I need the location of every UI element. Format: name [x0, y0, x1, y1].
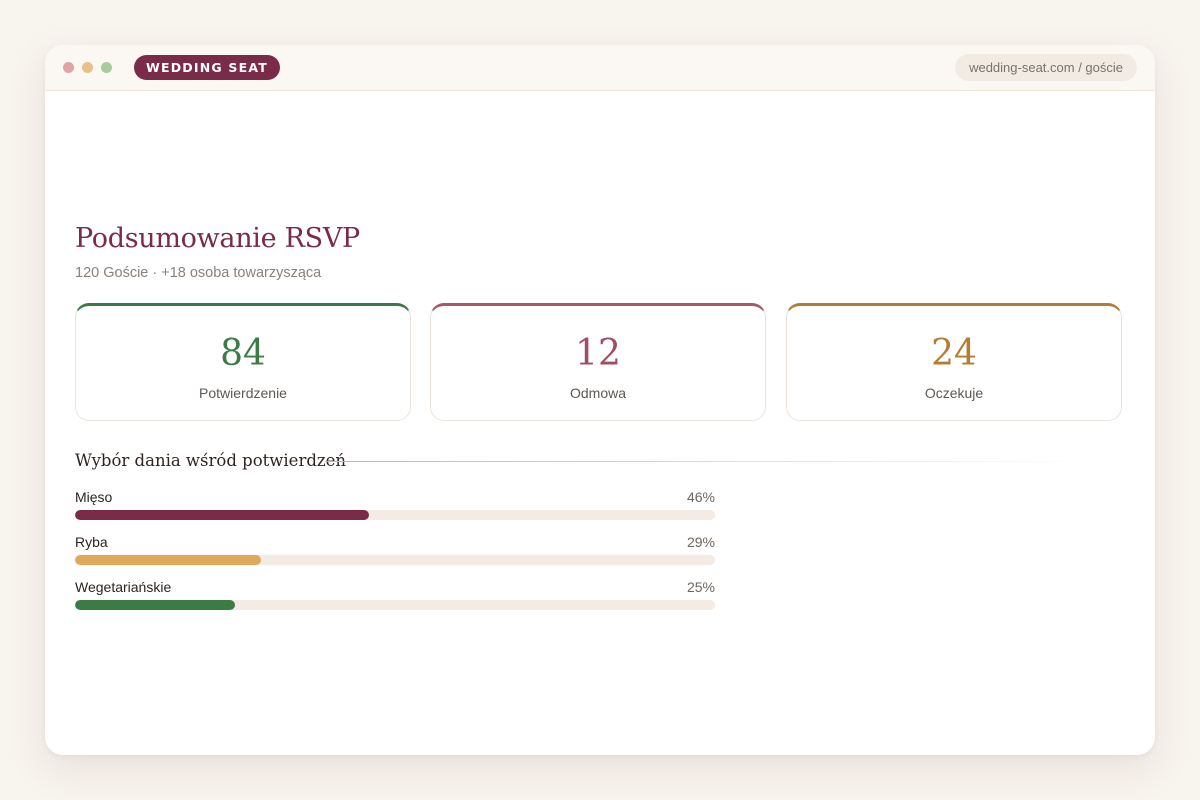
page-title: Podsumowanie RSVP — [75, 223, 360, 254]
confirmed-card: 84 Potwierdzenie — [75, 303, 411, 421]
meal-progress-fill — [75, 600, 235, 610]
meal-percent: 29% — [686, 534, 715, 550]
confirmed-label: Potwierdzenie — [199, 385, 287, 401]
meal-progress-track — [75, 555, 715, 565]
declined-count: 12 — [575, 333, 621, 374]
meal-row-meat: Mięso 46% — [75, 489, 715, 529]
meal-percent: 46% — [686, 489, 715, 505]
section-divider — [325, 461, 1085, 462]
meal-progress-track — [75, 510, 715, 520]
pending-count: 24 — [931, 333, 977, 374]
guest-count-subtitle: 120 Goście · +18 osoba towarzysząca — [75, 265, 322, 281]
meal-choice-heading: Wybór dania wśród potwierdzeń — [75, 451, 346, 470]
title-bar: WEDDING SEAT wedding-seat.com / goście — [45, 45, 1155, 91]
confirmed-count: 84 — [220, 333, 266, 374]
pending-card: 24 Oczekuje — [786, 303, 1122, 421]
meal-name: Mięso — [75, 489, 113, 505]
brand-badge: WEDDING SEAT — [134, 55, 280, 80]
declined-card: 12 Odmowa — [430, 303, 766, 421]
minimize-window-dot[interactable] — [82, 62, 93, 73]
meal-row-vegetarian: Wegetariańskie 25% — [75, 579, 715, 619]
declined-label: Odmowa — [569, 385, 627, 401]
close-window-dot[interactable] — [63, 62, 74, 73]
meal-progress-track — [75, 600, 715, 610]
meal-row-fish: Ryba 29% — [75, 534, 715, 574]
browser-window: WEDDING SEAT wedding-seat.com / goście P… — [45, 45, 1155, 755]
pending-label: Oczekuje — [924, 385, 984, 401]
maximize-window-dot[interactable] — [101, 62, 112, 73]
meal-name: Wegetariańskie — [75, 579, 172, 595]
meal-progress-fill — [75, 555, 261, 565]
meal-progress-fill — [75, 510, 370, 520]
url-bar[interactable]: wedding-seat.com / goście — [955, 54, 1137, 81]
meal-name: Ryba — [75, 534, 108, 550]
meal-percent: 25% — [686, 579, 715, 595]
